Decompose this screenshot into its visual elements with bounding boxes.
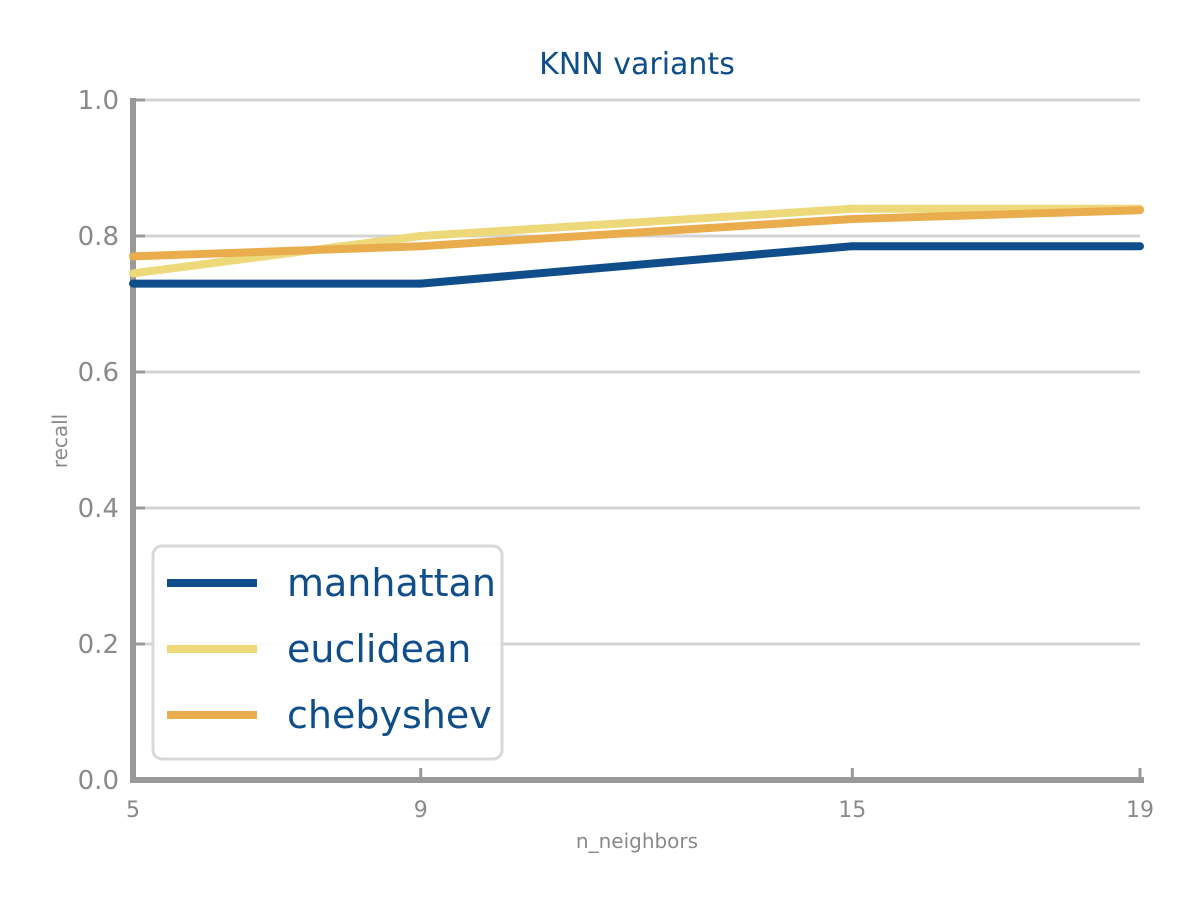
x-tick-label: 19: [1126, 798, 1154, 823]
y-tick-label: 0.4: [78, 494, 119, 524]
gridlines: [133, 98, 1140, 646]
y-tick-label: 1.0: [78, 86, 119, 116]
legend: manhattan euclidean chebyshev: [151, 544, 504, 761]
x-tick-label: 15: [838, 798, 866, 823]
data-point-euclidean: [848, 204, 857, 213]
legend-box: [151, 544, 504, 761]
data-point-manhattan: [416, 279, 425, 288]
y-tick-label: 0.6: [78, 358, 119, 388]
y-tick-label: 0.0: [78, 766, 119, 796]
x-tick-label: 9: [414, 798, 428, 823]
series-line-chebyshev: [132, 206, 1141, 261]
series-lines: [129, 204, 1144, 288]
data-point-chebyshev: [1136, 206, 1144, 215]
legend-label-manhattan: manhattan: [287, 561, 496, 605]
x-axis-label: n_neighbors: [576, 829, 698, 853]
chart-title: KNN variants: [539, 47, 735, 82]
y-axis-label: recall: [48, 414, 72, 468]
data-point-manhattan: [848, 242, 857, 251]
legend-label-euclidean: euclidean: [287, 627, 471, 671]
data-point-chebyshev: [848, 215, 857, 223]
axes: 0.0 0.2 0.4 0.6 0.8 1.0 5 9 15 19: [78, 86, 1154, 823]
data-point-chebyshev: [129, 252, 137, 261]
data-point-chebyshev: [416, 242, 425, 251]
y-tick-label: 0.2: [78, 630, 119, 660]
x-tick-label: 5: [126, 798, 140, 823]
data-point-euclidean: [416, 232, 425, 240]
series-line-manhattan: [133, 242, 1140, 288]
data-point-manhattan: [129, 279, 137, 288]
legend-label-chebyshev: chebyshev: [287, 693, 492, 737]
data-point-euclidean: [129, 269, 137, 278]
y-tick-label: 0.8: [78, 222, 119, 252]
data-point-manhattan: [1136, 242, 1144, 251]
